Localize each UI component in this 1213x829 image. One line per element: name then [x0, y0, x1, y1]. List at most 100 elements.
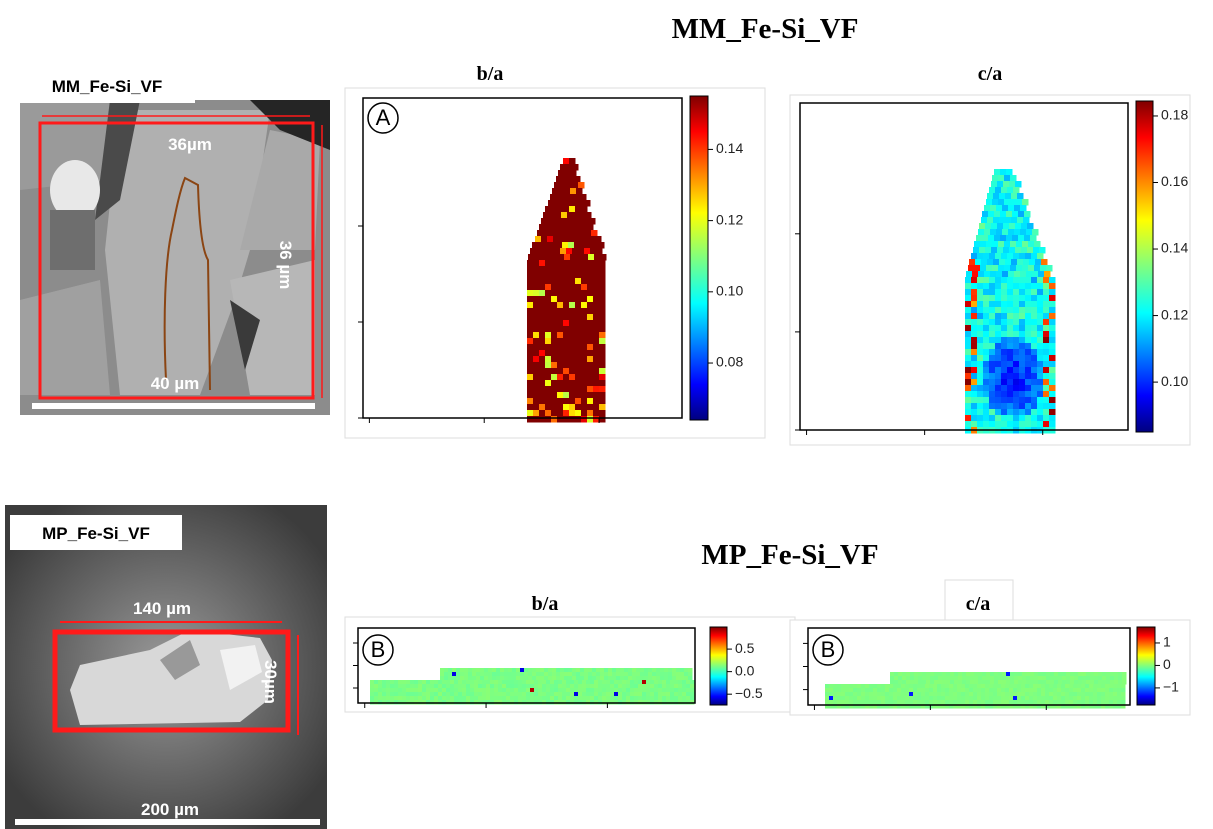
map-cell: [981, 692, 986, 697]
map-cell: [1073, 704, 1078, 709]
map-cell: [1041, 692, 1046, 697]
map-cell: [551, 386, 558, 393]
map-cell: [527, 314, 534, 321]
map-cell: [1050, 676, 1055, 681]
map-cell: [581, 206, 588, 213]
map-cell: [971, 253, 978, 260]
map-cell: [670, 692, 675, 697]
map-cell: [522, 680, 527, 685]
map-cell: [877, 684, 882, 689]
map-cell: [682, 692, 687, 697]
map-cell: [997, 704, 1002, 709]
map-cell: [581, 302, 588, 309]
map-cell: [546, 254, 553, 261]
map-cell: [1002, 672, 1007, 677]
map-cell: [1101, 692, 1106, 697]
map-cell: [554, 680, 559, 685]
map-cell: [486, 684, 491, 689]
map-cell: [538, 680, 543, 685]
map-cell: [533, 326, 540, 333]
map-cell: [1037, 349, 1044, 356]
map-cell: [989, 684, 994, 689]
map-cell: [666, 696, 671, 701]
map-cell: [593, 332, 600, 339]
map-cell: [1085, 700, 1090, 705]
map-cell: [857, 688, 862, 693]
map-cell: [1009, 700, 1014, 705]
map-cell: [909, 704, 914, 709]
map-cell: [958, 672, 963, 677]
map-cell: [572, 672, 577, 677]
map-cell: [1043, 385, 1050, 392]
map-cell: [438, 696, 443, 701]
map-cell: [504, 672, 509, 677]
map-cell: [998, 680, 1003, 685]
map-cell: [580, 668, 585, 673]
map-cell: [969, 684, 974, 689]
map-cell: [550, 242, 557, 249]
map-cell: [1005, 696, 1010, 701]
map-cell: [1001, 373, 1008, 380]
map-cell: [1121, 692, 1126, 697]
map-cell: [528, 668, 533, 673]
map-cell: [957, 704, 962, 709]
map-cell: [569, 320, 576, 327]
map-cell: [933, 684, 938, 689]
map-cell: [566, 200, 573, 207]
map-cell: [1038, 271, 1045, 278]
map-cell: [975, 259, 982, 266]
map-cell: [593, 308, 600, 315]
map-cell: [545, 380, 552, 387]
map-cell: [977, 704, 982, 709]
map-cell: [560, 164, 567, 171]
map-cell: [562, 684, 567, 689]
map-cell: [545, 356, 552, 363]
map-cell: [837, 688, 842, 693]
map-cell: [462, 684, 467, 689]
map-cell: [426, 688, 431, 693]
map-cell: [885, 684, 890, 689]
map-cell: [680, 668, 685, 673]
map-cell: [551, 224, 558, 231]
map-cell: [589, 218, 596, 225]
map-cell: [965, 313, 972, 320]
map-cell: [622, 688, 627, 693]
map-cell: [618, 692, 623, 697]
map-cell: [913, 688, 918, 693]
map-cell: [1006, 169, 1013, 176]
map-cell: [563, 392, 570, 399]
map-cell: [539, 404, 546, 411]
map-cell: [1043, 283, 1050, 290]
map-cell: [1006, 672, 1011, 677]
map-cell: [925, 692, 930, 697]
map-cell: [1007, 337, 1014, 344]
map-cell: [989, 301, 996, 308]
map-cell: [587, 410, 594, 417]
map-cell: [593, 392, 600, 399]
map-cell: [1069, 696, 1074, 701]
map-cell: [937, 704, 942, 709]
map-cell: [569, 206, 576, 213]
map-cell: [551, 404, 558, 411]
map-cell: [594, 684, 599, 689]
map-cell: [1070, 676, 1075, 681]
map-cell: [572, 248, 579, 255]
map-cell: [1029, 692, 1034, 697]
map-cell: [450, 680, 455, 685]
map-cell: [921, 696, 926, 701]
map-cell: [981, 700, 986, 705]
map-cell: [1021, 700, 1026, 705]
map-cell: [565, 218, 572, 225]
map-cell: [690, 696, 695, 701]
map-cell: [656, 676, 661, 681]
map-cell: [541, 236, 548, 243]
map-cell: [1012, 211, 1019, 218]
map-cell: [456, 668, 461, 673]
map-cell: [1074, 672, 1079, 677]
map-cell: [989, 385, 996, 392]
map-cell: [985, 696, 990, 701]
map-cell: [1031, 337, 1038, 344]
map-cell: [610, 696, 615, 701]
map-cell: [1033, 700, 1038, 705]
map-cell: [522, 684, 527, 689]
